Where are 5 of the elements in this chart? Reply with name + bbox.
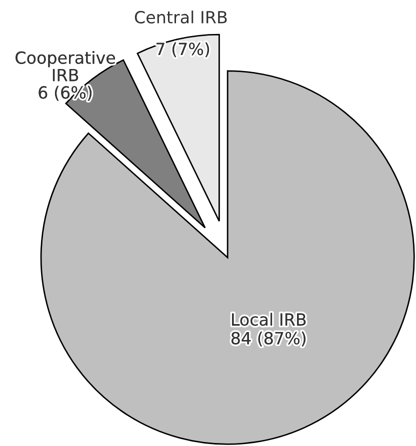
data-label: 84 (87%) [231,332,306,346]
slice-label: Local IRB [232,312,306,326]
slice-label: Central IRB [134,10,227,24]
slice-label: Cooperative IRB [16,51,116,82]
data-label: 7 (7%) [156,42,210,58]
